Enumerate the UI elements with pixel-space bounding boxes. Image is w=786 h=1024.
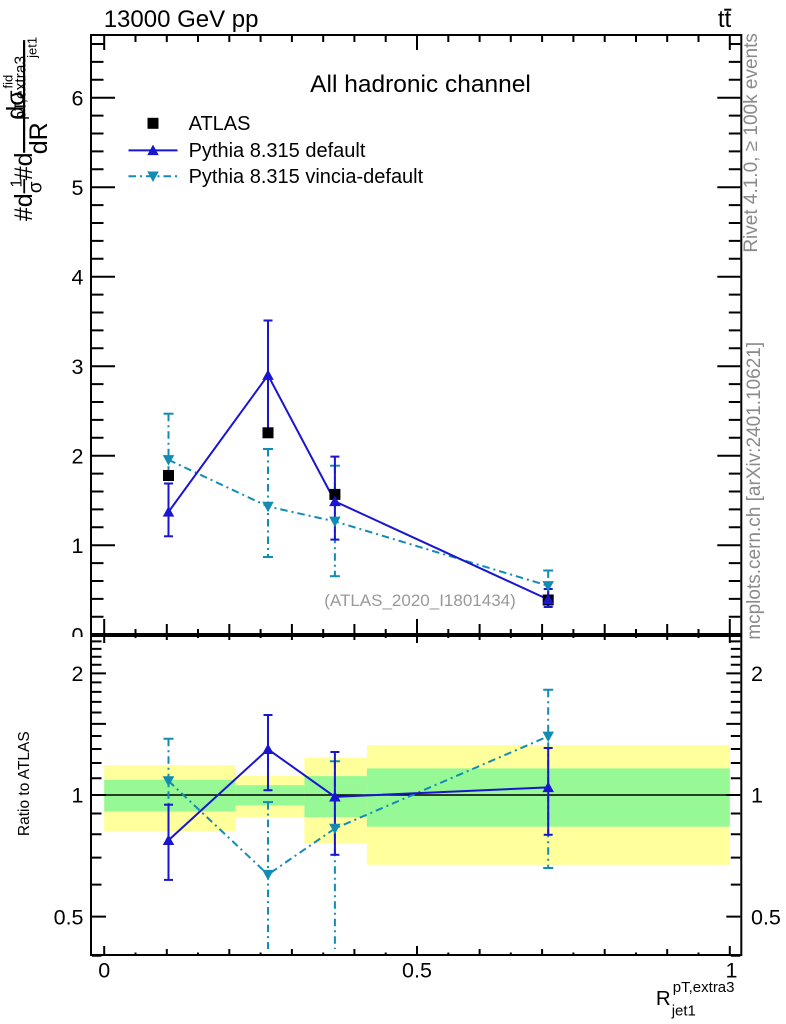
svg-text:dσ: dσ: [2, 90, 30, 120]
svg-text:All hadronic channel: All hadronic channel: [310, 71, 531, 98]
svg-text:1: 1: [726, 959, 738, 983]
svg-text:3: 3: [72, 355, 84, 379]
svg-text:1: 1: [751, 784, 763, 808]
svg-text:0.5: 0.5: [54, 905, 84, 929]
svg-text:0: 0: [98, 959, 110, 983]
svg-text:2: 2: [72, 444, 84, 468]
svg-text:6: 6: [72, 86, 84, 110]
svg-text:1: 1: [72, 784, 84, 808]
svg-text:0.5: 0.5: [402, 959, 432, 983]
svg-text:#d: #d: [10, 152, 38, 180]
svg-text:0.5: 0.5: [751, 905, 781, 929]
svg-text:jet1: jet1: [25, 37, 40, 59]
svg-text:jet1: jet1: [671, 1003, 696, 1020]
svg-text:Pythia 8.315 vincia-default: Pythia 8.315 vincia-default: [189, 166, 424, 188]
svg-text:13000 GeV pp: 13000 GeV pp: [104, 6, 259, 33]
svg-text:5: 5: [72, 176, 84, 200]
svg-text:tt: tt: [718, 6, 732, 33]
svg-text:Rivet 4.1.0, ≥ 100k events: Rivet 4.1.0, ≥ 100k events: [741, 33, 762, 253]
svg-text:mcplots.cern.ch [arXiv:2401.10: mcplots.cern.ch [arXiv:2401.10621]: [744, 342, 765, 640]
svg-text:fid: fid: [1, 75, 16, 89]
svg-text:dR: dR: [25, 122, 53, 154]
svg-text:#d: #d: [10, 193, 38, 221]
svg-text:1: 1: [72, 534, 84, 558]
svg-text:σ: σ: [25, 181, 46, 193]
svg-text:pT,extra3: pT,extra3: [673, 979, 735, 996]
svg-text:R: R: [656, 987, 671, 1010]
svg-text:4: 4: [72, 265, 84, 289]
svg-text:(ATLAS_2020_I1801434): (ATLAS_2020_I1801434): [324, 591, 516, 610]
svg-text:1: 1: [8, 178, 25, 187]
svg-text:2: 2: [751, 662, 763, 686]
svg-text:Ratio to ATLAS: Ratio to ATLAS: [16, 731, 33, 836]
svg-text:Pythia 8.315 default: Pythia 8.315 default: [189, 140, 366, 162]
svg-text:ATLAS: ATLAS: [189, 113, 251, 135]
svg-text:pT,extra3: pT,extra3: [13, 56, 30, 120]
svg-text:2: 2: [72, 662, 84, 686]
